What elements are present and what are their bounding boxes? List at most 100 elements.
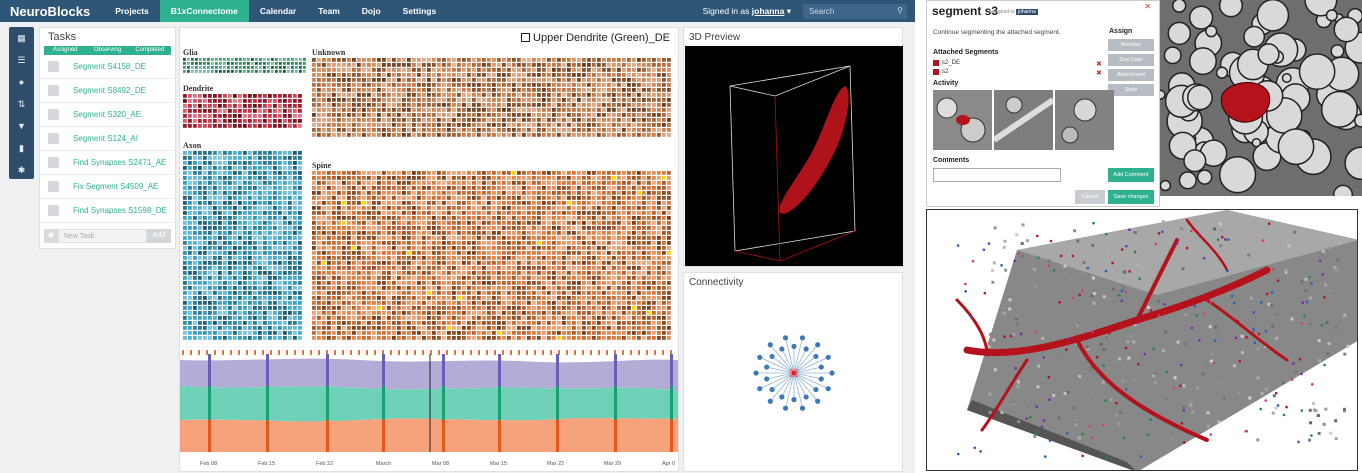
treemap-cell	[567, 196, 571, 200]
task-checkbox[interactable]	[48, 157, 59, 168]
treemap-cell	[238, 271, 242, 275]
gear-icon[interactable]: ✱	[17, 165, 26, 175]
list-icon[interactable]: ☰	[17, 55, 26, 65]
filter-icon[interactable]: ▼	[17, 121, 26, 131]
treemap-cell	[332, 326, 336, 330]
task-checkbox[interactable]	[48, 61, 59, 72]
tab-assigned[interactable]: Assigned	[44, 46, 87, 55]
treemap-cell	[637, 98, 641, 102]
task-label[interactable]: Segment S8492_DE	[73, 86, 146, 95]
task-label[interactable]: Find Synapses S2471_AE	[73, 158, 167, 167]
treemap-cell	[522, 336, 526, 340]
treemap-cell	[437, 186, 441, 190]
treemap-cell	[637, 103, 641, 107]
activity-timeline[interactable]	[180, 348, 678, 458]
treemap-cell	[263, 124, 267, 128]
task-item[interactable]: Segment S320_AE	[40, 103, 175, 127]
app-logo[interactable]: NeuroBlocks	[10, 3, 91, 19]
treemap-cell	[437, 181, 441, 185]
signed-in-status[interactable]: Signed in as johanna ▾	[702, 5, 791, 16]
nav-item-calendar[interactable]: Calendar	[259, 6, 297, 16]
treemap-cell	[372, 316, 376, 320]
treemap-cell	[537, 271, 541, 275]
nav-item-projects[interactable]: Projects	[115, 6, 149, 16]
task-item[interactable]: Segment S4158_DE	[40, 55, 175, 79]
treemap-cell	[447, 301, 451, 305]
treemap-cell	[283, 66, 286, 69]
task-item[interactable]: Find Synapses S2471_AE	[40, 151, 175, 175]
treemap-cell	[482, 331, 486, 335]
treemap-cell	[632, 73, 636, 77]
treemap-cell	[457, 113, 461, 117]
treemap-cell	[632, 286, 636, 290]
task-label[interactable]: Segment S124_AI	[73, 134, 138, 143]
treemap-cell	[617, 296, 621, 300]
add-task-button[interactable]: Add	[147, 229, 171, 243]
nav-item-team[interactable]: Team	[318, 6, 340, 16]
treemap-cell	[587, 311, 591, 315]
treemap-cell	[208, 321, 212, 325]
treemap-cell	[278, 124, 282, 128]
treemap-cell	[467, 63, 471, 67]
sort-icon[interactable]: ⇅	[17, 99, 26, 109]
treemap-cell	[652, 113, 656, 117]
task-item[interactable]: Fix Segment S4509_AE	[40, 175, 175, 199]
treemap-cell	[437, 176, 441, 180]
nav-item-settings[interactable]: Settings	[402, 6, 437, 16]
signed-in-user[interactable]: johanna	[751, 5, 785, 16]
task-item[interactable]: Segment S124_AI	[40, 127, 175, 151]
treemap-cell	[291, 58, 294, 61]
nav-item-connectome[interactable]: B1xConnectome	[159, 0, 249, 22]
nav-item-dojo[interactable]: Dojo	[361, 6, 381, 16]
treemap-cell	[427, 226, 431, 230]
task-item[interactable]: Segment S8492_DE	[40, 79, 175, 103]
treemap-cell	[612, 296, 616, 300]
treemap-cell	[617, 103, 621, 107]
segment-checkbox-icon[interactable]	[521, 33, 531, 42]
book-icon[interactable]: ▮	[19, 143, 24, 153]
treemap-cell	[482, 108, 486, 112]
task-checkbox[interactable]	[48, 133, 59, 144]
new-task-gear-icon[interactable]: ✱	[44, 229, 58, 243]
dendrite-cells[interactable]	[183, 94, 307, 130]
treemap-cell	[203, 331, 207, 335]
treemap-cell	[457, 103, 461, 107]
treemap-cell	[437, 196, 441, 200]
selected-segment-label[interactable]: Upper Dendrite (Green)_DE	[521, 32, 670, 44]
task-checkbox[interactable]	[48, 85, 59, 96]
task-label[interactable]: Find Synapses S1598_DE	[73, 206, 167, 215]
axon-cells[interactable]	[183, 151, 307, 344]
drop-icon[interactable]: ●	[18, 77, 25, 87]
task-label[interactable]: Segment S4158_DE	[73, 62, 146, 71]
glia-cells[interactable]	[183, 58, 307, 74]
treemap-cell	[268, 271, 272, 275]
task-item[interactable]: Find Synapses S1598_DE	[40, 199, 175, 223]
treemap-cell	[662, 296, 666, 300]
treemap-cell	[243, 326, 247, 330]
connectivity-graph[interactable]	[739, 328, 849, 418]
treemap-cell	[298, 166, 302, 170]
new-task-input[interactable]: New Task	[58, 229, 147, 243]
search-input[interactable]: Search ⚲	[803, 3, 907, 19]
treemap-cell	[208, 271, 212, 275]
treemap-cell	[507, 108, 511, 112]
preview-3d-viewport[interactable]	[685, 46, 903, 266]
treemap-cell	[442, 211, 446, 215]
unknown-cells[interactable]	[312, 58, 676, 138]
tab-completed[interactable]: Completed	[128, 46, 171, 55]
task-label[interactable]: Fix Segment S4509_AE	[73, 182, 159, 191]
treemap-cell	[243, 296, 247, 300]
task-checkbox[interactable]	[48, 181, 59, 192]
task-label[interactable]: Segment S320_AE	[73, 110, 142, 119]
task-checkbox[interactable]	[48, 109, 59, 120]
task-checkbox[interactable]	[48, 205, 59, 216]
treemap-cell	[327, 256, 331, 260]
treemap-cell	[457, 176, 461, 180]
treemap-cell	[188, 316, 192, 320]
spine-cells[interactable]	[312, 171, 676, 344]
treemap-cell	[218, 266, 222, 270]
tab-observing[interactable]: Observing	[86, 46, 129, 55]
treemap-cell	[447, 201, 451, 205]
treemap-cell	[567, 191, 571, 195]
grid-icon[interactable]: ▦	[17, 33, 26, 43]
